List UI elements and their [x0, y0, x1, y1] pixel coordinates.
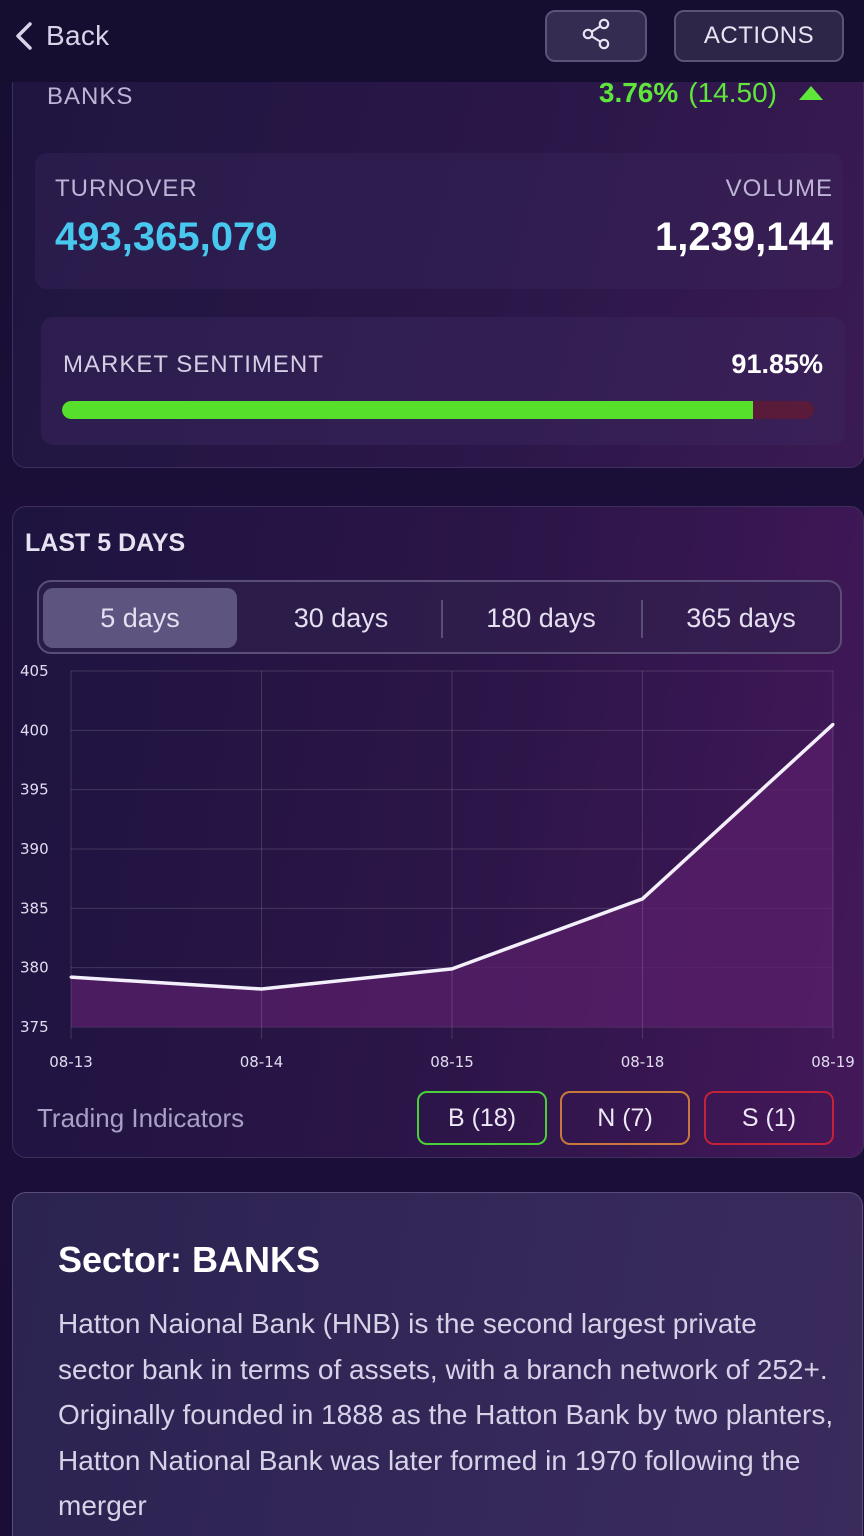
change-percent: 3.76% [598, 77, 679, 108]
top-navigation-bar: Back ACTIONS [0, 0, 864, 82]
range-tab-365-days[interactable]: 365 days [686, 602, 796, 633]
y-tick-label: 385 [20, 899, 49, 917]
chart-title: LAST 5 DAYS [25, 529, 186, 557]
data-point [260, 987, 263, 991]
data-point [641, 897, 644, 901]
description-title: Sector: BANKS [58, 1239, 321, 1280]
actions-button[interactable]: ACTIONS [674, 10, 844, 62]
y-tick-label: 375 [20, 1018, 49, 1036]
sentiment-value: 91.85% [731, 349, 823, 379]
x-tick-label: 08-19 [811, 1053, 855, 1071]
x-tick-label: 08-18 [621, 1053, 665, 1071]
range-selector: 5 days 30 days 180 days 365 days [37, 580, 842, 654]
data-point [450, 967, 454, 971]
trading-indicators-label: Trading Indicators [37, 1103, 245, 1133]
change-absolute: (14.50) [688, 77, 777, 108]
share-button[interactable] [545, 10, 647, 62]
y-tick-label: 405 [20, 662, 49, 680]
sentiment-bar-fill [62, 401, 753, 419]
arrow-up-icon [799, 86, 823, 100]
y-tick-label: 400 [20, 721, 49, 739]
sentiment-bar [62, 401, 814, 419]
sector-description-card: Sector: BANKS Hatton Naional Bank (HNB) … [12, 1192, 863, 1536]
x-tick-label: 08-14 [240, 1053, 284, 1071]
y-tick-label: 380 [20, 959, 49, 977]
stats-panel: TURNOVER 493,365,079 VOLUME 1,239,144 [35, 153, 843, 289]
y-tick-label: 390 [20, 840, 49, 858]
range-divider [641, 600, 643, 638]
share-icon [579, 17, 613, 56]
chart-area-fill [71, 724, 833, 1027]
data-point [69, 975, 73, 979]
range-tab-180-days[interactable]: 180 days [486, 602, 596, 633]
sector-name: BANKS [47, 83, 134, 110]
sector-change: 3.76% (14.50) [599, 77, 823, 109]
back-label: Back [46, 20, 110, 51]
chevron-left-icon [10, 16, 38, 56]
turnover-label: TURNOVER [55, 175, 198, 202]
price-chart-card: LAST 5 DAYS 5 days 30 days 180 days 365 … [12, 506, 864, 1158]
sentiment-label: MARKET SENTIMENT [63, 351, 324, 378]
volume-label: VOLUME [725, 175, 833, 202]
data-point [831, 722, 835, 726]
market-sentiment-panel: MARKET SENTIMENT 91.85% [41, 317, 845, 445]
back-button[interactable]: Back [10, 14, 109, 58]
description-body: Hatton Naional Bank (HNB) is the second … [58, 1308, 834, 1521]
volume-value: 1,239,144 [655, 215, 833, 259]
turnover-value: 493,365,079 [55, 215, 278, 259]
buy-indicator-button[interactable]: B (18) [417, 1091, 547, 1145]
neutral-indicator-button[interactable]: N (7) [560, 1091, 690, 1145]
y-tick-label: 395 [20, 781, 49, 799]
range-tab-5-days[interactable]: 5 days [43, 588, 237, 648]
sector-summary-card: BANKS 3.76% (14.50) TURNOVER 493,365,079… [12, 60, 864, 468]
x-tick-label: 08-15 [430, 1053, 474, 1071]
range-divider [441, 600, 443, 638]
x-tick-label: 08-13 [49, 1053, 93, 1071]
sell-indicator-button[interactable]: S (1) [704, 1091, 834, 1145]
price-line-chart: 375 380 385 390 395 400 405 08-13 08-14 08-15 08-1… [20, 662, 855, 1071]
range-tab-30-days[interactable]: 30 days [293, 602, 389, 633]
